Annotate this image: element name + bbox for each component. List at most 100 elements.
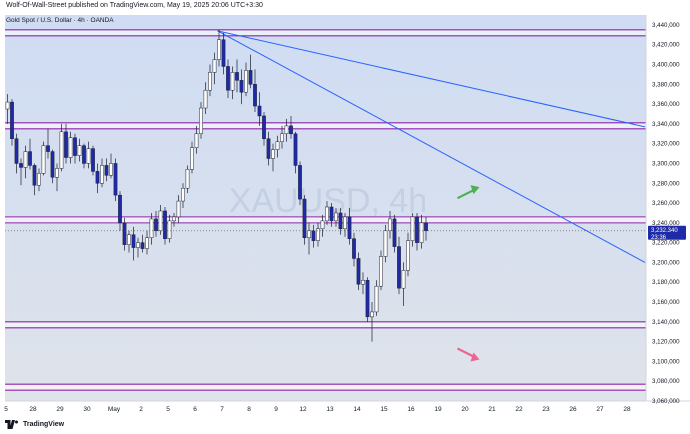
x-tick-label: 2 <box>139 406 143 413</box>
x-tick-label: 30 <box>83 406 91 413</box>
trend-line <box>217 30 646 263</box>
candle-body <box>401 270 406 289</box>
candle-body <box>419 222 424 243</box>
candle-body <box>388 218 392 232</box>
candle-body <box>194 133 199 148</box>
candle-body <box>181 187 185 202</box>
candle-body <box>266 138 271 159</box>
candle-body <box>131 234 136 248</box>
x-tick-label: 22 <box>515 406 523 413</box>
candle-body <box>302 198 307 238</box>
footer-brand: TradingView <box>23 421 65 428</box>
candle-body <box>28 151 32 166</box>
candle-body <box>361 280 365 285</box>
candle-body <box>64 131 68 158</box>
candle-body <box>32 165 37 186</box>
candle-body <box>73 137 77 156</box>
candle-body <box>136 242 140 248</box>
current-price-value: 3,232.340 <box>651 228 678 234</box>
y-tick-label: 3,180,000 <box>652 279 680 286</box>
level-band <box>5 384 646 391</box>
down-arrow-shaft <box>457 347 474 358</box>
candle-body <box>424 222 428 232</box>
y-tick-label: 3,240,000 <box>652 220 680 227</box>
candle-body <box>199 107 203 135</box>
candle-body <box>68 137 73 158</box>
candle-body <box>235 72 239 81</box>
candle-body <box>239 80 244 93</box>
candle-body <box>190 147 194 170</box>
candle-body <box>257 105 262 117</box>
x-tick-label: 19 <box>434 406 442 413</box>
candle-body <box>289 125 293 135</box>
candle-body <box>163 210 167 239</box>
y-tick-label: 3,160,000 <box>652 299 680 306</box>
candle-body <box>122 222 127 245</box>
y-tick-label: 3,360,000 <box>652 101 680 108</box>
candle-body <box>379 256 383 287</box>
candle-body <box>298 165 302 200</box>
x-tick-label: 28 <box>623 406 631 413</box>
level-band <box>5 321 646 328</box>
candle-body <box>14 138 19 164</box>
candle-body <box>113 163 118 196</box>
x-tick-label: 20 <box>461 406 469 413</box>
candle-body <box>37 173 41 186</box>
x-tick-label: 16 <box>407 406 415 413</box>
candle-body <box>145 237 149 249</box>
candle-body <box>343 216 347 230</box>
x-tick-label: 15 <box>380 406 388 413</box>
candle-body <box>154 218 158 232</box>
candle-body <box>203 89 208 109</box>
candle-body <box>176 200 181 218</box>
x-tick-label: 26 <box>569 406 577 413</box>
candle-body <box>82 145 86 164</box>
candle-body <box>212 59 217 73</box>
up-arrow-shaft <box>457 189 474 200</box>
level-band <box>5 29 646 36</box>
x-tick-label: 8 <box>247 406 251 413</box>
candle-body <box>158 210 163 232</box>
candle-body <box>311 230 316 241</box>
candle-body <box>392 218 397 247</box>
x-tick-label: 9 <box>274 406 278 413</box>
candle-body <box>383 230 388 257</box>
candle-body <box>127 234 131 245</box>
candle-body <box>46 145 50 152</box>
candle-body <box>109 163 113 176</box>
trend-line <box>217 30 646 128</box>
candle-body <box>280 133 284 142</box>
y-tick-label: 3,200,000 <box>652 259 680 266</box>
candle-body <box>77 145 82 156</box>
y-tick-label: 3,120,000 <box>652 339 680 346</box>
candle-body <box>271 149 275 159</box>
published-line: Wolf-Of-Wall-Street published on Trading… <box>6 2 263 9</box>
candle-body <box>19 163 23 168</box>
y-tick-label: 3,260,000 <box>652 200 680 207</box>
candle-body <box>352 238 356 259</box>
y-tick-label: 3,060,000 <box>652 398 680 405</box>
x-tick-label: 21 <box>488 406 496 413</box>
candle-body <box>230 72 235 91</box>
candle-body <box>329 206 334 222</box>
current-price-label: 3,232.340 23:36 <box>648 225 686 241</box>
y-tick-label: 3,320,000 <box>652 141 680 148</box>
candle-body <box>338 212 343 230</box>
y-tick-label: 3,220,000 <box>652 240 680 247</box>
candle-body <box>221 39 226 67</box>
candle-body <box>253 84 257 107</box>
x-tick-label: 5 <box>4 406 8 413</box>
candle-body <box>10 101 14 139</box>
candle-body <box>118 194 122 224</box>
symbol-title: Gold Spot / U.S. Dollar · 4h · OANDA <box>6 17 114 24</box>
candle-body <box>374 285 379 313</box>
candle-body <box>406 240 410 271</box>
candle-body <box>104 165 109 176</box>
candle-body <box>334 212 338 222</box>
candle-body <box>23 151 28 168</box>
candle-body <box>365 280 370 318</box>
y-tick-label: 3,140,000 <box>652 319 680 326</box>
y-tick-label: 3,280,000 <box>652 180 680 187</box>
candle-body <box>59 131 64 169</box>
